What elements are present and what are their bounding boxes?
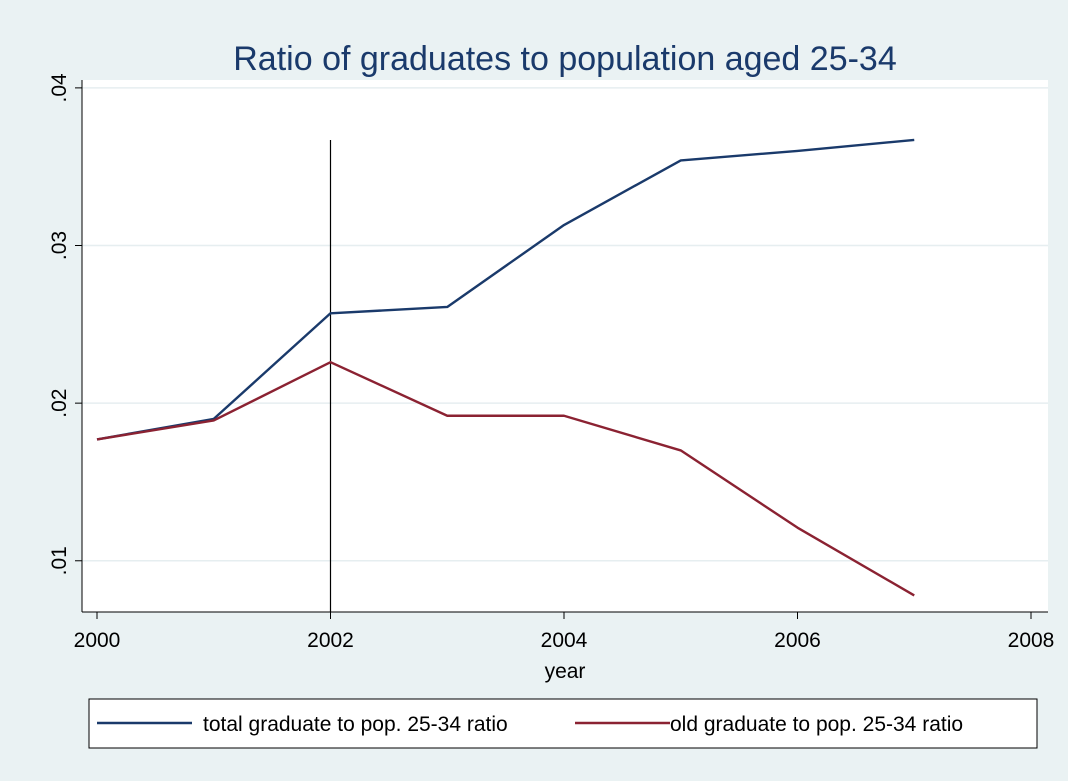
- legend: total graduate to pop. 25-34 ratio old gr…: [97, 713, 963, 736]
- chart-title: Ratio of graduates to population aged 25…: [233, 40, 897, 78]
- x-tick-label-3: 2006: [774, 629, 821, 652]
- y-tick-label-2: .03: [48, 231, 71, 260]
- x-tick-label-2: 2004: [541, 629, 588, 652]
- x-axis-label: year: [545, 660, 586, 683]
- legend-box: [88, 698, 1038, 749]
- series-line-2: [96, 360, 915, 597]
- axis-ticks: .01 .02 .03 .04 2000 2002 2004 2006 2008: [48, 73, 1054, 652]
- x-tick-label-1: 2002: [307, 629, 354, 652]
- legend-label-1: total graduate to pop. 25-34 ratio: [203, 713, 508, 736]
- gridlines: [82, 87, 1048, 562]
- series-line-1: [96, 138, 915, 441]
- plot-area: [82, 80, 1048, 612]
- x-tick-label-4: 2008: [1008, 629, 1055, 652]
- series-lines: [96, 138, 915, 597]
- y-tick-label-3: .04: [48, 73, 71, 103]
- y-tick-label-0: .01: [48, 546, 71, 575]
- y-tick-label-1: .02: [48, 389, 71, 418]
- legend-label-2: old graduate to pop. 25-34 ratio: [670, 713, 963, 736]
- x-tick-label-0: 2000: [74, 629, 121, 652]
